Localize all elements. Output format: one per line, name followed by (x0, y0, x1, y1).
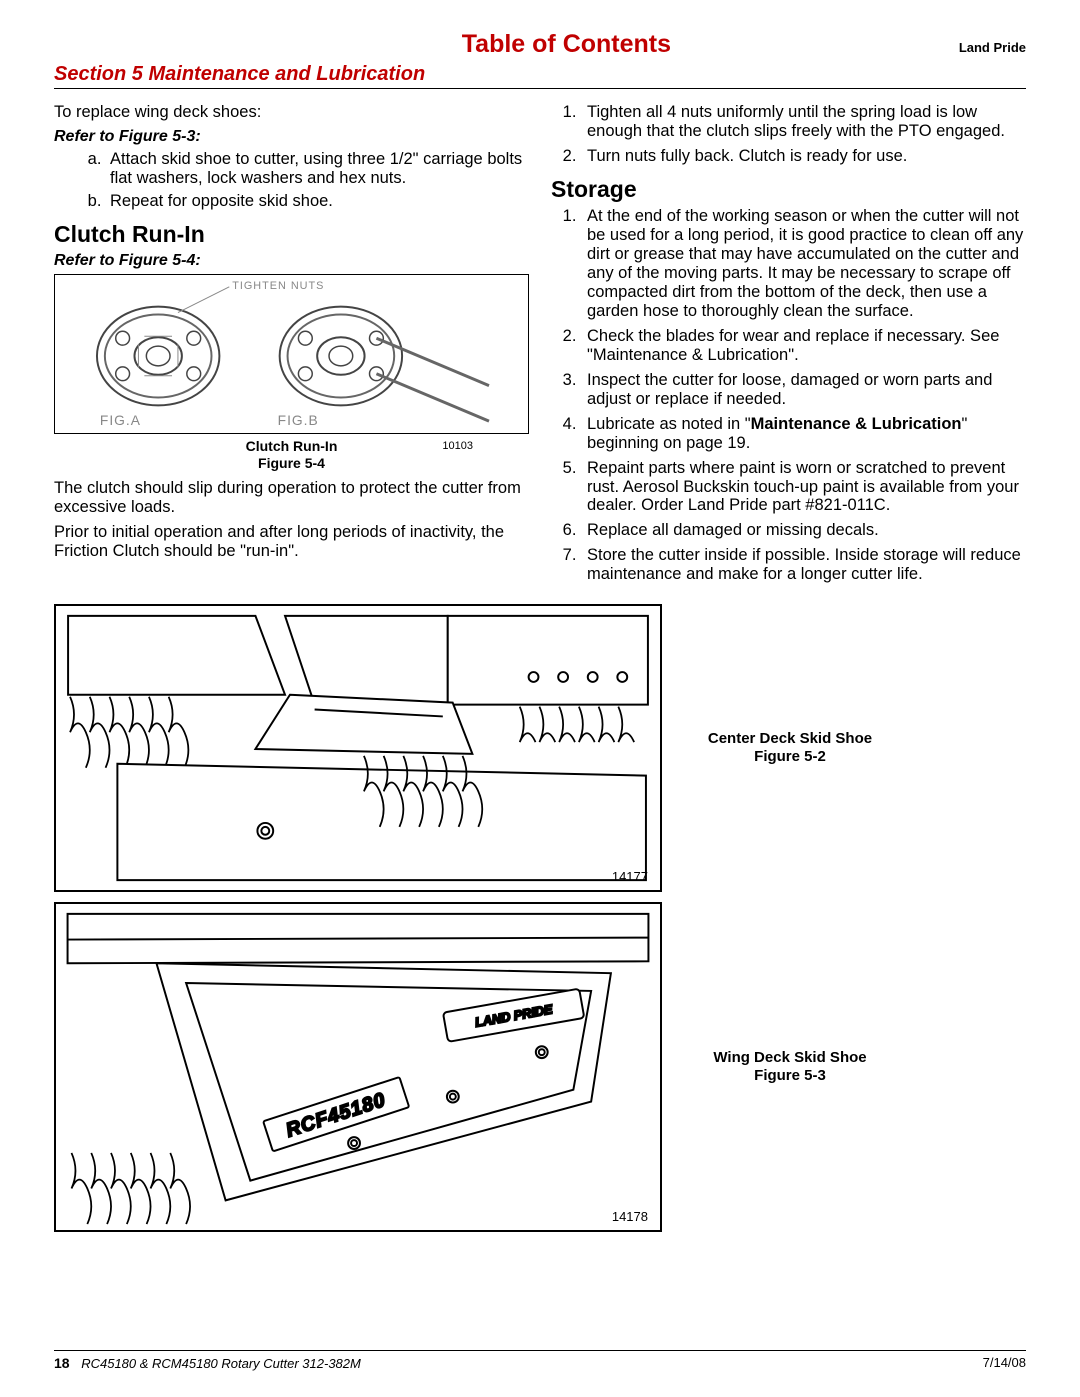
alpha-step: Attach skid shoe to cutter, using three … (106, 150, 529, 188)
storage-step-bold: Maintenance & Lubrication (751, 415, 962, 433)
fig-5-2-label: Center Deck Skid Shoe Figure 5-2 (680, 730, 900, 768)
fig-5-2-partnum: 14177 (612, 869, 648, 884)
fig-5-3-label-line2: Figure 5-3 (754, 1067, 826, 1084)
footer-title: RC45180 & RCM45180 Rotary Cutter 312-382… (81, 1356, 361, 1371)
storage-step: Replace all damaged or missing decals. (581, 521, 1026, 540)
clutch-step: Tighten all 4 nuts uniformly until the s… (581, 103, 1026, 141)
section-title: Section 5 Maintenance and Lubrication (54, 63, 1026, 86)
storage-step: Repaint parts where paint is worn or scr… (581, 459, 1026, 516)
toc-title: Table of Contents (174, 30, 959, 59)
brand-label: Land Pride (959, 40, 1026, 55)
fig-5-4-partnum: 10103 (442, 440, 473, 452)
fig-a-label: FIG.A (100, 412, 141, 428)
fig-b-label: FIG.B (278, 412, 319, 428)
fig-5-3-partnum: 14178 (612, 1209, 648, 1224)
left-column: To replace wing deck shoes: Refer to Fig… (54, 103, 529, 590)
figure-5-3-box: LAND PRIDE RCF45180 (54, 902, 662, 1232)
storage-step: Check the blades for wear and replace if… (581, 327, 1026, 365)
page-header: Table of Contents Land Pride (54, 30, 1026, 59)
alpha-step: Repeat for opposite skid shoe. (106, 192, 529, 211)
storage-step: Lubricate as noted in "Maintenance & Lub… (581, 415, 1026, 453)
fig-5-2-label-line1: Center Deck Skid Shoe (708, 730, 872, 747)
storage-step: At the end of the working season or when… (581, 207, 1026, 321)
alpha-steps: Attach skid shoe to cutter, using three … (54, 150, 529, 211)
storage-step: Store the cutter inside if possible. Ins… (581, 546, 1026, 584)
tighten-nuts-label: TIGHTEN NUTS (232, 280, 324, 292)
body-columns: To replace wing deck shoes: Refer to Fig… (54, 103, 1026, 590)
storage-heading: Storage (551, 176, 1026, 203)
fig-5-3-label-line1: Wing Deck Skid Shoe (713, 1049, 866, 1066)
wing-deck-diagram: LAND PRIDE RCF45180 (56, 904, 660, 1230)
clutch-para-1: The clutch should slip during operation … (54, 479, 529, 517)
fig-5-2-label-line2: Figure 5-2 (754, 748, 826, 765)
storage-step-pre: Lubricate as noted in " (587, 415, 751, 433)
figure-5-4-box: TIGHTEN NUTS FIG.A FIG.B (54, 274, 529, 434)
intro-text: To replace wing deck shoes: (54, 103, 529, 122)
center-deck-diagram (56, 606, 660, 890)
large-figures: 14177 Center Deck Skid Shoe Figure 5-2 (54, 604, 1026, 1232)
fig-5-3-row: LAND PRIDE RCF45180 (54, 902, 1026, 1232)
fig-5-2-row: 14177 Center Deck Skid Shoe Figure 5-2 (54, 604, 1026, 892)
page-number: 18 (54, 1355, 70, 1371)
fig-5-4-caption-row: Clutch Run-In Figure 5-4 10103 (54, 438, 529, 472)
fig-caption-line2: Figure 5-4 (258, 455, 325, 471)
fig-5-4-caption: Clutch Run-In Figure 5-4 (246, 438, 338, 472)
fig-5-3-label: Wing Deck Skid Shoe Figure 5-3 (680, 1049, 900, 1087)
right-column: Tighten all 4 nuts uniformly until the s… (551, 103, 1026, 590)
clutch-heading: Clutch Run-In (54, 221, 529, 248)
refer-fig-5-4: Refer to Figure 5-4: (54, 252, 529, 270)
storage-step: Inspect the cutter for loose, damaged or… (581, 371, 1026, 409)
footer-date: 7/14/08 (983, 1355, 1026, 1371)
header-rule (54, 88, 1026, 89)
clutch-num-steps: Tighten all 4 nuts uniformly until the s… (551, 103, 1026, 166)
footer-left: 18 RC45180 & RCM45180 Rotary Cutter 312-… (54, 1355, 361, 1371)
page-footer: 18 RC45180 & RCM45180 Rotary Cutter 312-… (54, 1350, 1026, 1371)
storage-steps: At the end of the working season or when… (551, 207, 1026, 584)
refer-fig-5-3: Refer to Figure 5-3: (54, 128, 529, 146)
figure-5-2-box: 14177 (54, 604, 662, 892)
clutch-para-2: Prior to initial operation and after lon… (54, 523, 529, 561)
fig-caption-line1: Clutch Run-In (246, 438, 338, 454)
clutch-step: Turn nuts fully back. Clutch is ready fo… (581, 147, 1026, 166)
clutch-diagram: TIGHTEN NUTS FIG.A FIG.B (55, 275, 528, 433)
